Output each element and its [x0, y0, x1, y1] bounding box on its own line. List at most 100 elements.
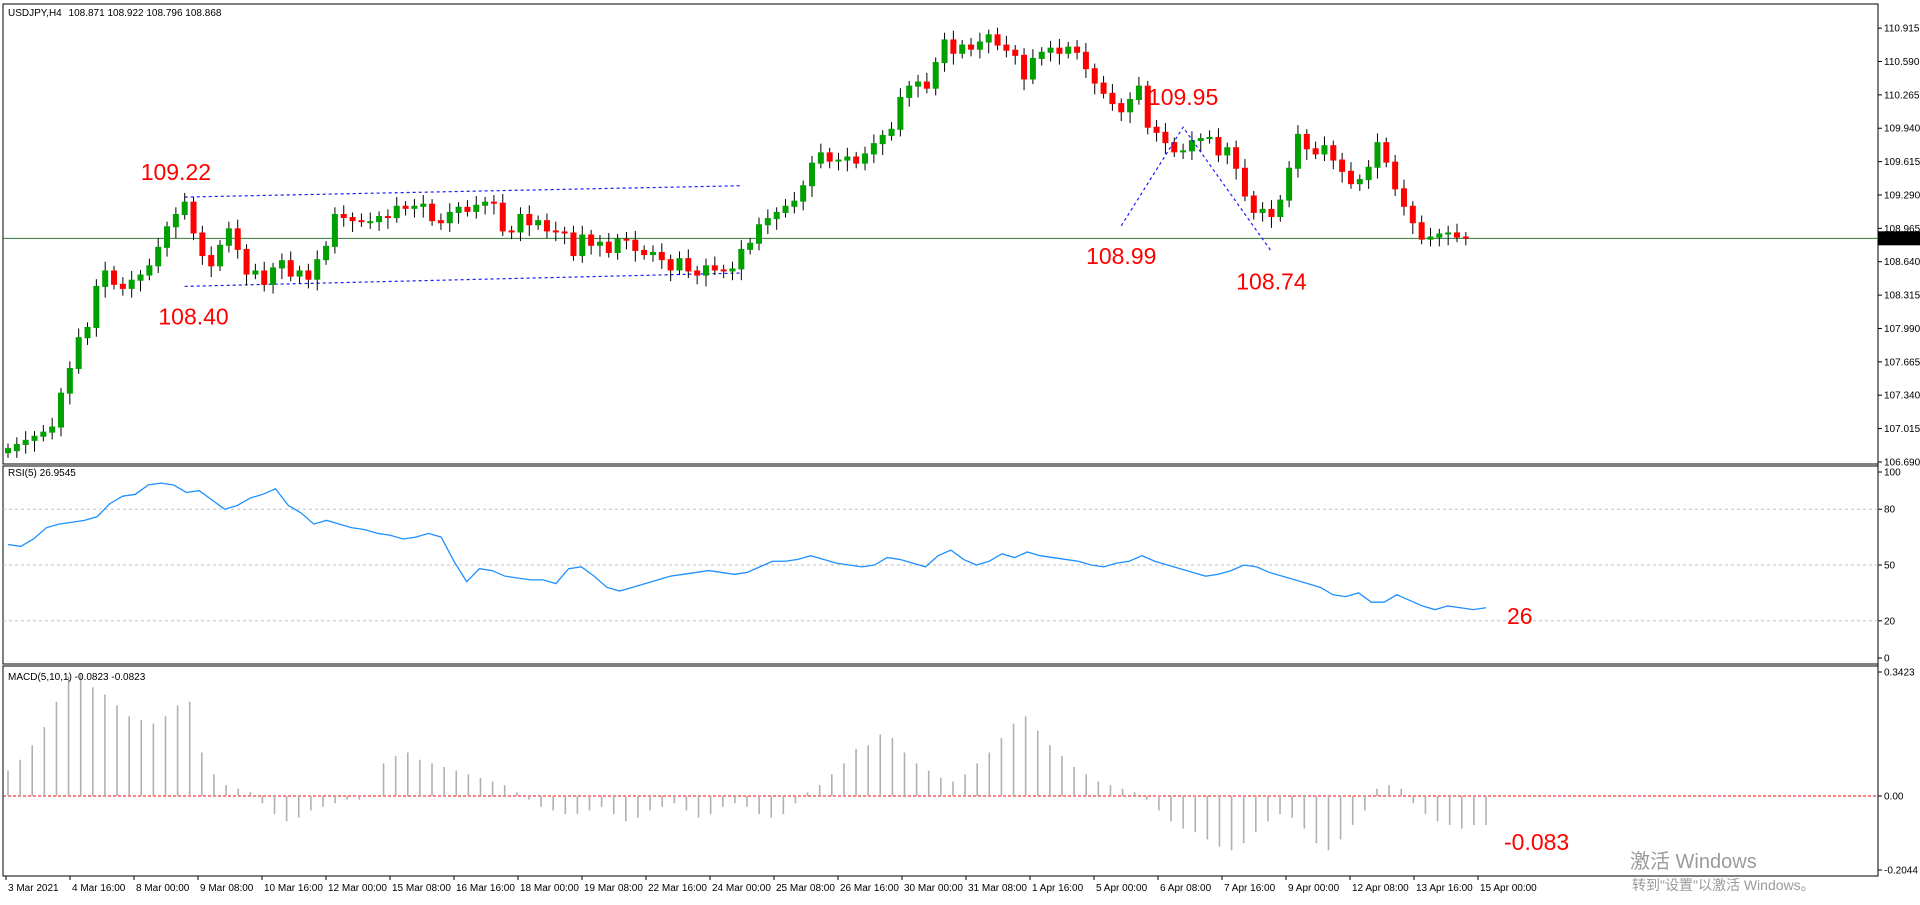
- candle-body: [649, 251, 656, 256]
- candle-body: [66, 368, 73, 394]
- candle-body: [490, 201, 497, 204]
- candle-body: [1206, 136, 1213, 140]
- candle-body: [605, 241, 612, 253]
- candle-body: [517, 213, 524, 233]
- candle-body: [1347, 170, 1354, 185]
- candle-body: [756, 224, 762, 244]
- candle-body: [1029, 57, 1036, 80]
- price-y-tick-label: 107.015: [1884, 424, 1920, 435]
- candle-body: [473, 204, 480, 212]
- candle-body: [1321, 145, 1328, 155]
- candle-body: [508, 230, 515, 233]
- candle-body: [455, 206, 462, 213]
- candle-body: [782, 205, 789, 213]
- watermark-line2: 转到"设置"以激活 Windows。: [1632, 877, 1815, 893]
- x-tick-label: 25 Mar 08:00: [776, 883, 835, 894]
- candle-body: [1409, 205, 1416, 224]
- macd-y-tick-label: -0.2044: [1884, 866, 1918, 877]
- candle-body: [429, 203, 436, 222]
- candle-body: [694, 270, 701, 276]
- candle-body: [1339, 159, 1346, 172]
- candle-body: [623, 238, 630, 241]
- candle-body: [358, 220, 365, 223]
- candle-body: [75, 337, 82, 370]
- macd-pane-frame: [2, 665, 1879, 877]
- candle-body: [817, 152, 824, 164]
- rsi-y-tick-label: 100: [1884, 468, 1901, 479]
- candle-body: [393, 205, 400, 219]
- x-tick-label: 6 Apr 08:00: [1160, 883, 1212, 894]
- candle-body: [217, 244, 224, 267]
- candle-body: [526, 213, 533, 226]
- rsi-y-tick-label: 0: [1884, 654, 1890, 665]
- price-level-annotation: 109.95: [1148, 84, 1218, 110]
- rsi-y-tick-label: 80: [1884, 505, 1896, 516]
- candle-body: [199, 232, 206, 257]
- x-tick-label: 10 Mar 16:00: [264, 883, 323, 894]
- candle-body: [1286, 167, 1293, 201]
- x-tick-label: 30 Mar 00:00: [904, 883, 963, 894]
- candle-body: [791, 200, 798, 207]
- candle-body: [596, 241, 603, 246]
- watermark-line1: 激活 Windows: [1630, 850, 1757, 873]
- channel-line: [184, 272, 742, 287]
- macd-pane: MACD(5,10,1) -0.0823 -0.0823 -0.083: [8, 672, 1569, 855]
- candle-body: [1303, 133, 1310, 150]
- candle-body: [305, 270, 312, 280]
- candle-body: [950, 39, 957, 54]
- candle-body: [844, 156, 851, 161]
- candle-body: [1180, 150, 1187, 153]
- candle-body: [1356, 179, 1363, 185]
- rsi-value-annotation: 26: [1507, 603, 1533, 629]
- candle-body: [446, 211, 453, 224]
- candle-body: [879, 134, 886, 145]
- candle-body: [826, 152, 833, 162]
- candle-body: [932, 62, 939, 89]
- candle-body: [384, 216, 391, 219]
- candle-body: [543, 220, 550, 232]
- x-tick-label: 15 Apr 00:00: [1480, 883, 1537, 894]
- candle-body: [1365, 166, 1372, 181]
- candle-body: [278, 260, 285, 269]
- x-tick-label: 13 Apr 16:00: [1416, 883, 1473, 894]
- candle-body: [208, 255, 215, 267]
- candle-body: [1021, 54, 1028, 80]
- price-level-annotation: 108.74: [1236, 268, 1307, 294]
- candle-body: [862, 153, 869, 164]
- x-tick-label: 7 Apr 16:00: [1224, 883, 1276, 894]
- candle-body: [1127, 98, 1134, 113]
- price-y-tick-label: 109.290: [1884, 190, 1920, 201]
- candle-body: [685, 258, 692, 272]
- candle-body: [367, 221, 374, 224]
- candle-body: [632, 239, 639, 251]
- candle-body: [906, 85, 913, 98]
- candle-body: [570, 232, 577, 257]
- candle-body: [667, 259, 674, 271]
- current-price-label: 108.868: [1882, 234, 1919, 245]
- chart-background-layer: [2, 3, 1879, 877]
- candle-body: [702, 265, 709, 276]
- candle-body: [1400, 188, 1407, 207]
- candle-body: [994, 34, 1001, 46]
- candle-body: [146, 265, 153, 276]
- x-tick-label: 26 Mar 16:00: [840, 883, 899, 894]
- candle-body: [323, 245, 330, 261]
- candle-body: [1268, 208, 1275, 218]
- price-y-tick-label: 106.690: [1884, 457, 1920, 468]
- candle-body: [411, 205, 418, 209]
- candle-body: [800, 185, 807, 202]
- x-tick-label: 22 Mar 16:00: [648, 883, 707, 894]
- price-level-annotation: 108.99: [1086, 243, 1156, 269]
- candle-body: [1277, 199, 1284, 218]
- price-y-tick-label: 110.590: [1884, 57, 1920, 68]
- candle-body: [482, 201, 489, 206]
- x-tick-label: 19 Mar 08:00: [584, 883, 643, 894]
- candle-body: [190, 201, 197, 234]
- candle-body: [1144, 85, 1151, 128]
- candle-body: [1074, 46, 1081, 53]
- candle-body: [1383, 142, 1390, 163]
- candle-body: [420, 203, 427, 207]
- price-y-tick-label: 108.965: [1884, 224, 1920, 235]
- candle-body: [1109, 92, 1116, 105]
